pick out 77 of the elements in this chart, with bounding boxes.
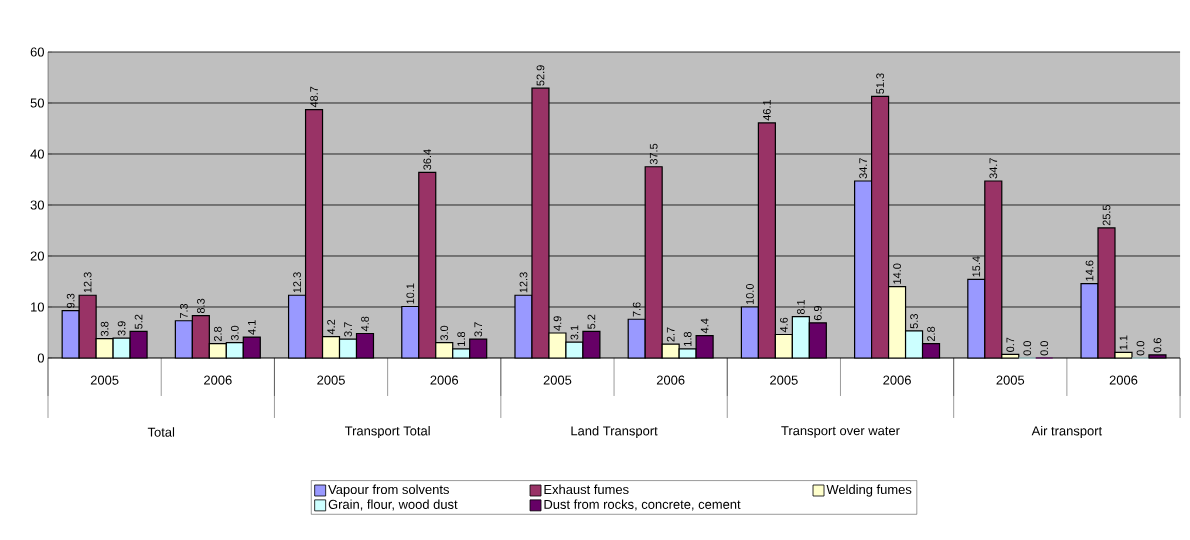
data-label: 0.6 bbox=[1153, 338, 1162, 353]
data-label: 8.1 bbox=[796, 299, 805, 315]
x-tick-label: 2005 bbox=[770, 375, 798, 385]
data-label: 2.7 bbox=[666, 327, 675, 342]
data-label: 36.4 bbox=[423, 149, 432, 170]
data-label: 9.3 bbox=[66, 293, 75, 308]
data-label: 4.2 bbox=[327, 319, 335, 335]
legend-label: Vapour from solvents bbox=[328, 484, 449, 497]
data-label: 12.3 bbox=[83, 272, 92, 293]
text: Land Transport bbox=[571, 425, 658, 439]
legend-label: Exhaust fumes bbox=[544, 484, 629, 495]
data-label: 3.7 bbox=[474, 322, 483, 337]
x-tick-label: 2005 bbox=[90, 375, 119, 385]
x-tick-label: 2005 bbox=[996, 375, 1025, 385]
y-tick-label: 10 bbox=[31, 302, 44, 312]
data-label: 1.8 bbox=[683, 331, 692, 346]
legend-label: Grain, flour, wood dust bbox=[328, 499, 458, 511]
data-label: 14.0 bbox=[893, 263, 901, 284]
data-label: 52.9 bbox=[536, 65, 545, 86]
data-label: 3.0 bbox=[230, 325, 239, 341]
data-label: 7.3 bbox=[179, 303, 188, 319]
text: Air transport bbox=[1031, 425, 1103, 439]
y-tick-label: 0 bbox=[37, 353, 44, 363]
data-label: 15.4 bbox=[972, 256, 981, 277]
data-label: 10.0 bbox=[746, 284, 754, 305]
data-label: 3.7 bbox=[344, 322, 352, 337]
data-label: 25.5 bbox=[1102, 204, 1111, 226]
data-label: 4.4 bbox=[700, 318, 709, 334]
data-label: 51.3 bbox=[876, 73, 884, 94]
data-label: 3.9 bbox=[117, 321, 126, 336]
data-label: 14.6 bbox=[1085, 260, 1094, 281]
data-label: 6.9 bbox=[813, 305, 822, 321]
data-label: 34.7 bbox=[859, 158, 867, 179]
data-label: 0.0 bbox=[1040, 341, 1049, 356]
data-label: 5.3 bbox=[910, 314, 918, 329]
y-tick-label: 60 bbox=[30, 47, 44, 57]
data-label: 12.3 bbox=[519, 272, 528, 293]
x-tick-label: 2006 bbox=[656, 375, 685, 385]
data-label: 0.0 bbox=[1023, 341, 1032, 356]
data-label: 1.1 bbox=[1119, 335, 1128, 350]
data-label: 4.9 bbox=[553, 316, 562, 331]
text: Total bbox=[147, 427, 175, 437]
x-tick-label: 2006 bbox=[1109, 375, 1138, 385]
data-label: 5.2 bbox=[587, 314, 596, 329]
x-tick-label: 2006 bbox=[430, 375, 459, 385]
data-label: 4.6 bbox=[779, 317, 788, 333]
data-label: 10.1 bbox=[406, 283, 415, 304]
data-label: 48.7 bbox=[310, 86, 318, 108]
x-tick-label: 2006 bbox=[204, 375, 232, 385]
data-label: 0.7 bbox=[1006, 337, 1015, 352]
data-label: 7.6 bbox=[632, 302, 641, 317]
legend-label: Dust from rocks, concrete, cement bbox=[544, 499, 741, 511]
text: Transport Total bbox=[344, 425, 430, 439]
y-tick-label: 50 bbox=[30, 98, 44, 108]
data-label: 4.8 bbox=[361, 316, 369, 332]
y-tick-label: 20 bbox=[30, 251, 44, 261]
data-label: 3.8 bbox=[100, 321, 109, 337]
data-label: 2.8 bbox=[213, 326, 222, 342]
data-label: 5.2 bbox=[134, 314, 143, 329]
data-label: 8.3 bbox=[196, 298, 205, 314]
data-label: 12.3 bbox=[293, 272, 301, 293]
x-tick-label: 2005 bbox=[317, 375, 345, 385]
x-tick-label: 2006 bbox=[883, 375, 911, 385]
data-label: 3.0 bbox=[440, 325, 449, 341]
legend-label: Welding fumes bbox=[826, 484, 912, 497]
text: Transport over water bbox=[781, 426, 900, 438]
data-label: 2.8 bbox=[927, 326, 935, 342]
data-label: 37.5 bbox=[649, 143, 658, 165]
data-label: 1.8 bbox=[457, 331, 466, 346]
data-label: 0.0 bbox=[1136, 341, 1145, 356]
x-tick-label: 2005 bbox=[543, 375, 572, 385]
y-tick-label: 30 bbox=[30, 200, 44, 210]
data-label: 4.1 bbox=[248, 320, 256, 335]
data-label: 3.1 bbox=[570, 325, 579, 340]
y-tick-label: 40 bbox=[30, 149, 44, 159]
data-label: 34.7 bbox=[989, 158, 998, 179]
data-label: 46.1 bbox=[763, 99, 771, 121]
